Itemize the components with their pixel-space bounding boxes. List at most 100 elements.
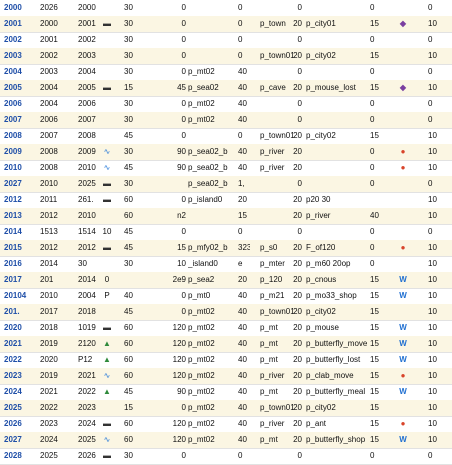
col-b: 2005 [78,83,96,92]
table-row[interactable]: 2003 2002 2003 30 0 0 p_town01 20 p_city02 15 10 [0,48,452,65]
table-row[interactable]: 2002 2001 2002 30 0 0 0 0 0 [0,32,452,49]
area-name: p_mter [260,259,285,268]
table-row[interactable]: 20104 2010 2004 P 40 0 p_mt0 40 p_m21 20 p_mo33_sh… [0,288,452,305]
col-v5: 0 [370,35,375,44]
col-v4: 20 [293,323,302,332]
col-b: 2004 [78,67,96,76]
col-v2: n2 [177,211,186,220]
col-v5: 15 [370,371,379,380]
col-b: 2018 [78,307,96,316]
col-v1: 30 [124,451,133,460]
col-v1: 30 [124,115,133,124]
col-v3: 40 [238,307,247,316]
table-row[interactable]: 2010 2008 2010 ∿ 45 90 p_sea02_b 40 p_river 20 0 ● 1… [0,160,452,177]
row-id: 2007 [4,115,22,124]
col-v5: 0 [370,99,375,108]
col-b: P12 [78,355,93,364]
crab-icon: ● [400,163,406,172]
table-row[interactable]: 2023 2019 2021 ∿ 60 120 p_mt02 40 p_river 20 p_cla… [0,368,452,385]
col-last: 10 [428,19,437,28]
area-name: p_mt [260,339,278,348]
col-last: 10 [428,131,437,140]
row-id: 2025 [4,403,22,412]
row-id: 2003 [4,51,22,60]
emblem-cell [396,0,410,16]
col-v3: 15 [238,211,247,220]
table-row[interactable]: 2015 2012 2012 ▬ 45 15 p_mfy02_b 323 p_s0 20 F_of1… [0,240,452,257]
col-v4: 0 [297,115,302,124]
table-row[interactable]: 2006 2004 2006 30 0 p_mt02 40 0 0 0 [0,96,452,113]
icon-cell: ∿ [100,368,114,384]
emblem-cell: ● [396,416,410,432]
col-v4: 20 [293,211,302,220]
table-row[interactable]: 2012 2011 261. ▬ 60 0 p_island0 20 20 p20 30 10 [0,192,452,209]
col-v1: 30 [124,19,133,28]
table-row[interactable]: 2014 1513 1514 10 45 0 0 0 0 0 [0,224,452,241]
table-row[interactable]: 2021 2019 2120 ▲ 60 120 p_mt02 40 p_mt 20 p_butter… [0,336,452,353]
map-name: p_mt02 [188,435,215,444]
col-v5: 0 [370,243,375,252]
map-name: p_mt02 [188,339,215,348]
col-b: 2009 [78,147,96,156]
table-row[interactable]: 2007 2006 2007 30 0 p_mt02 40 0 0 0 [0,112,452,129]
table-row[interactable]: 2017 201 2014 0 2e9 p_sea2 20 p_120 20 p_cnous 15 W… [0,272,452,289]
col-v1 [124,272,144,288]
col-v3: 40 [238,339,247,348]
col-v4: 20 [293,83,302,92]
table-row[interactable]: 2001 2000 2001 ▬ 30 0 0 p_town 20 p_city01 15 ◆ 10 [0,16,452,33]
col-v4: 20 [293,371,302,380]
table-row[interactable]: 2024 2021 2022 ▲ 45 90 p_mt02 40 p_mt 20 p_butterf… [0,384,452,401]
col-v3: 40 [238,147,247,156]
map-name [188,32,240,48]
col-v1: 60 [124,435,133,444]
col-a: 201 [40,275,54,284]
table-row[interactable]: 2026 2023 2024 ▬ 60 120 p_mt02 40 p_river 20 p_ant… [0,416,452,433]
event-name: p_city02 [306,403,336,412]
emblem-cell: W [396,272,410,288]
col-v2: 2e9 [172,275,186,284]
col-v3: e [238,259,243,268]
table-row[interactable]: 2028 2025 2026 ▬ 30 0 0 0 0 0 [0,448,452,465]
col-a: 2019 [40,339,58,348]
row-id: 2027 [4,435,22,444]
table-row[interactable]: 2025 2022 2023 15 0 p_mt02 40 p_town01 20 p_city0… [0,400,452,417]
table-row[interactable]: 2005 2004 2005 ▬ 15 45 p_sea02 40 p_cave 20 p_mous… [0,80,452,97]
icon-cell [100,96,114,112]
table-row[interactable]: 2020 2018 1019 ▬ 60 120 p_mt02 40 p_mt 20 p_mouse 1… [0,320,452,337]
area-name: p_mt [260,387,278,396]
col-v2: 120 [172,323,186,332]
col-v2: 90 [177,147,186,156]
table-row[interactable]: 2022 2020 P12 ▲ 60 120 p_mt02 40 p_mt 20 p_butterf… [0,352,452,369]
icon-cell: ▬ [100,192,114,208]
col-b: 2010 [78,211,96,220]
area-name: p_river [260,147,285,156]
event-name: p_clab_move [306,371,354,380]
table-row[interactable]: 201. 2017 2018 45 0 p_mt02 40 p_town01 20 p_city0… [0,304,452,321]
w-emblem-icon: W [399,275,407,284]
col-v5: 15 [370,83,379,92]
row-id: 2004 [4,67,22,76]
table-row[interactable]: 2027 2024 2025 ∿ 60 120 p_mt02 40 p_mt 20 p_butter… [0,432,452,449]
row-id: 2024 [4,387,22,396]
table-row[interactable]: 2004 2003 2004 30 0 p_mt02 40 0 0 0 [0,64,452,81]
col-v4: 20 [293,275,302,284]
shield-icon: ◆ [399,19,407,28]
table-row[interactable]: 2027 2010 2025 ▬ 30 p_sea02_b 1, 0 0 0 [0,176,452,193]
event-name: p_butterfly_meal [306,387,366,396]
table-row[interactable]: 2000 2026 2000 30 0 0 0 0 0 [0,0,452,17]
table-row[interactable]: 2009 2008 2009 ∿ 30 90 p_sea02_b 40 p_river 20 0 ● 1… [0,144,452,161]
row-id: 2028 [4,451,22,460]
col-v3: 0 [238,51,243,60]
map-name [188,48,240,64]
table-row[interactable]: 2013 2012 2010 60 n2 15 20 p_river 40 10 [0,208,452,225]
row-id: 2020 [4,323,22,332]
emblem-cell [396,176,410,192]
col-v5: 15 [370,275,379,284]
table-row[interactable]: 2016 2014 30 30 10 _island0 e p_mter 20 p_m60 20o… [0,256,452,273]
col-v4: 20 [293,435,302,444]
col-v4: 0 [297,3,302,12]
row-id: 2008 [4,131,22,140]
map-name: p_mt02 [188,323,215,332]
table-row[interactable]: 2008 2007 2008 45 0 0 p_town01 20 p_city02 15 10 [0,128,452,145]
col-v2: 120 [172,435,186,444]
